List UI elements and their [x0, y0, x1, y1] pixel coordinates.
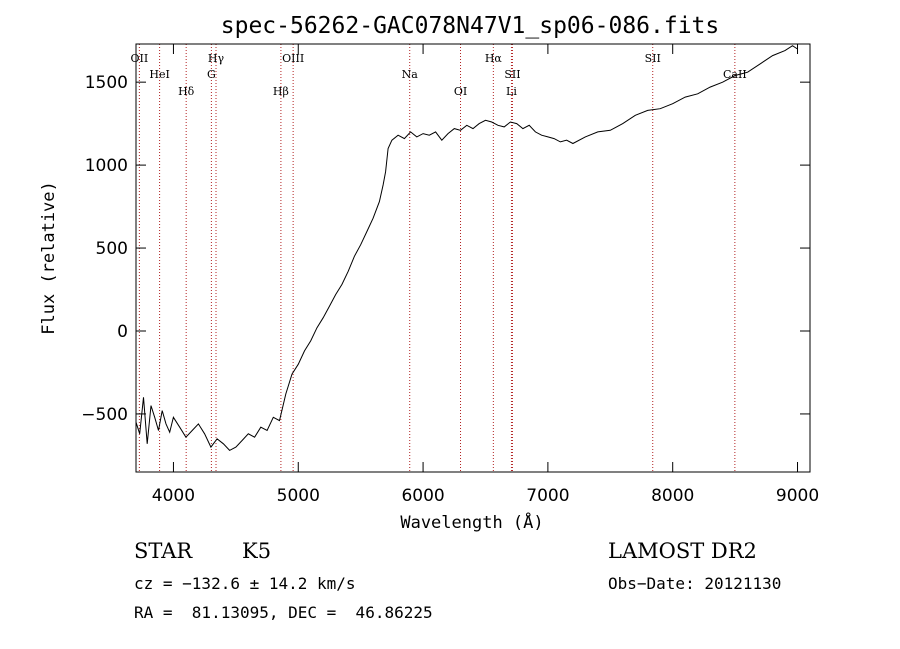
object-subclass: K5 [242, 539, 272, 563]
x-tick-label: 7000 [526, 486, 569, 506]
survey-name: LAMOST DR2 [608, 539, 757, 563]
x-axis: 4000 5000 6000 7000 8000 9000 [152, 44, 819, 506]
line-marker-label: CaII [723, 68, 747, 81]
y-tick-label: −500 [81, 405, 128, 425]
line-marker-label: Na [402, 68, 419, 81]
line-marker-label: SII [504, 68, 520, 81]
line-marker-label: Hδ [178, 85, 195, 98]
line-marker-label: OIII [282, 52, 304, 65]
x-axis-label: Wavelength (Å) [400, 511, 543, 533]
x-tick-label: 4000 [152, 486, 195, 506]
x-tick-label: 5000 [277, 486, 320, 506]
line-marker-label: Li [506, 85, 517, 98]
line-marker-label: Hγ [208, 52, 225, 65]
plot-frame [135, 43, 811, 473]
x-tick-label: 6000 [401, 486, 444, 506]
redshift-velocity: cz = −132.6 ± 14.2 km/s [134, 574, 356, 593]
y-tick-label: 1000 [85, 156, 128, 176]
line-marker-label: Hβ [273, 85, 289, 98]
line-marker-label: G [207, 68, 216, 81]
y-tick-label: 500 [96, 239, 128, 259]
y-tick-label: 0 [117, 322, 128, 342]
object-class: STAR [134, 539, 193, 563]
chart-title: spec-56262-GAC078N47V1_sp06-086.fits [221, 13, 720, 39]
line-marker-label: OI [454, 85, 467, 98]
x-tick-label: 9000 [776, 486, 819, 506]
line-marker-label: SII [645, 52, 661, 65]
observation-date: Obs−Date: 20121130 [608, 574, 782, 593]
x-tick-label: 8000 [651, 486, 694, 506]
spectrum-series-line [135, 45, 798, 452]
y-axis-label: Flux (relative) [39, 181, 59, 335]
line-marker-label: OII [131, 52, 149, 65]
line-marker-label: Hα [485, 52, 503, 65]
ra-dec-coordinates: RA = 81.13095, DEC = 46.86225 [134, 603, 433, 622]
line-marker-label: HeI [149, 68, 169, 81]
y-axis: −500 0 500 1000 1500 [81, 73, 810, 425]
y-tick-label: 1500 [85, 73, 128, 93]
